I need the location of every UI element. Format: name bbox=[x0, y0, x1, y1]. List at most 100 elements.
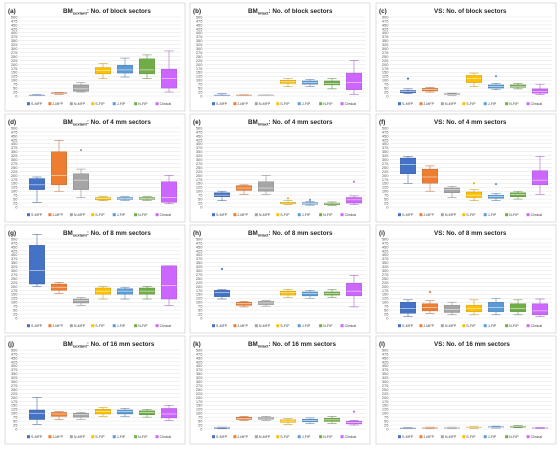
y-tick-label: 0 bbox=[386, 204, 389, 209]
box-n-mfp bbox=[73, 412, 89, 420]
legend-label: N-MFP bbox=[259, 324, 271, 328]
y-tick-label: 200 bbox=[196, 173, 203, 178]
box-iqr bbox=[422, 303, 438, 312]
legend-label: N-FIP bbox=[138, 435, 148, 439]
panel-label: (c) bbox=[379, 8, 387, 15]
y-tick-label: 325 bbox=[11, 153, 18, 158]
chart-panel-b: (b) BMintact: No. of block sectors 0255075… bbox=[189, 2, 371, 112]
y-tick-label: 125 bbox=[196, 407, 203, 412]
box-iqr bbox=[346, 197, 362, 204]
legend-swatch bbox=[440, 435, 444, 439]
y-tick-label: 450 bbox=[382, 22, 389, 27]
y-tick-label: 325 bbox=[196, 42, 203, 47]
y-tick-label: 275 bbox=[11, 383, 18, 388]
y-tick-label: 475 bbox=[382, 129, 389, 134]
legend-swatch bbox=[48, 324, 52, 328]
y-tick-label: 275 bbox=[11, 272, 18, 277]
legend-label: S-MFP bbox=[31, 324, 43, 328]
legend-label: J-MFP bbox=[52, 213, 63, 217]
legend-swatch bbox=[112, 102, 116, 106]
y-tick-label: 425 bbox=[196, 137, 203, 142]
legend-label: S-MFP bbox=[402, 102, 414, 106]
legend-label: N-MFP bbox=[445, 435, 457, 439]
box-iqr bbox=[161, 181, 177, 203]
panel-label: (b) bbox=[193, 8, 201, 15]
box-iqr bbox=[444, 305, 460, 313]
y-tick-label: 325 bbox=[196, 375, 203, 380]
legend-label: J-FIP bbox=[117, 435, 126, 439]
outlier-point bbox=[472, 182, 476, 185]
y-tick-label: 50 bbox=[384, 86, 389, 91]
legend-swatch bbox=[340, 213, 344, 217]
outlier-point bbox=[406, 77, 410, 80]
y-tick-label: 225 bbox=[196, 169, 203, 174]
y-tick-label: 250 bbox=[196, 54, 203, 59]
box-clinical bbox=[346, 180, 362, 205]
legend-label: J-MFP bbox=[52, 324, 63, 328]
y-tick-label: 0 bbox=[200, 204, 203, 209]
chart-panel-f: (f) VS: No. of 4 mm sectors02550751001251… bbox=[375, 113, 557, 223]
box-iqr bbox=[214, 290, 230, 297]
legend-swatch bbox=[526, 435, 530, 439]
legend-label: S-MFP bbox=[402, 435, 414, 439]
y-tick-label: 350 bbox=[196, 149, 203, 154]
y-tick-label: 325 bbox=[11, 375, 18, 380]
chart-panel-j: (j) BMsextant: No. of 16 mm sectors 025507… bbox=[4, 335, 186, 445]
y-tick-label: 475 bbox=[382, 240, 389, 245]
y-tick-label: 275 bbox=[196, 383, 203, 388]
box-s-fip bbox=[466, 72, 482, 87]
legend: S-MFP J-MFP N-MFP S-FIP J-FIP N-FIP Clinical bbox=[398, 213, 542, 217]
box-j-fip bbox=[117, 286, 133, 300]
title-text: BM bbox=[63, 8, 73, 15]
legend-label: S-FIP bbox=[95, 435, 105, 439]
box-n-fip bbox=[324, 201, 340, 206]
y-tick-label: 175 bbox=[11, 288, 18, 293]
y-tick-label: 300 bbox=[382, 157, 389, 162]
outlier-point bbox=[494, 183, 498, 186]
y-tick-label: 25 bbox=[384, 200, 389, 205]
legend-swatch bbox=[483, 324, 487, 328]
box-iqr bbox=[532, 303, 548, 316]
legend-swatch bbox=[462, 435, 466, 439]
box-j-fip bbox=[302, 198, 318, 206]
box-n-fip bbox=[139, 286, 155, 300]
legend-swatch bbox=[27, 324, 30, 328]
y-tick-label: 350 bbox=[196, 371, 203, 376]
y-tick-label: 375 bbox=[382, 256, 389, 261]
box-iqr bbox=[51, 412, 67, 417]
box-n-mfp bbox=[73, 297, 89, 306]
legend-swatch bbox=[233, 213, 237, 217]
legend-label: N-MFP bbox=[259, 213, 271, 217]
box-iqr bbox=[422, 168, 438, 184]
box-iqr bbox=[73, 173, 89, 190]
legend-swatch bbox=[505, 324, 509, 328]
y-tick-label: 175 bbox=[11, 399, 18, 404]
y-tick-label: 150 bbox=[382, 181, 389, 186]
box-j-fip bbox=[117, 57, 133, 78]
y-tick-label: 175 bbox=[196, 66, 203, 71]
legend-swatch bbox=[505, 435, 509, 439]
chart-panel-g: (g) BMsextant: No. of 8 mm sectors 0255075… bbox=[4, 224, 186, 334]
legend: S-MFP J-MFP N-MFP S-FIP J-FIP N-FIP Clinical bbox=[398, 435, 542, 439]
legend-swatch bbox=[48, 213, 52, 217]
y-tick-label: 275 bbox=[382, 272, 389, 277]
legend-label: Clinical bbox=[531, 435, 543, 439]
legend-label: S-MFP bbox=[216, 213, 228, 217]
y-tick-label: 150 bbox=[196, 292, 203, 297]
legend-label: J-FIP bbox=[488, 213, 497, 217]
y-tick-label: 350 bbox=[382, 149, 389, 154]
y-tick-label: 450 bbox=[382, 244, 389, 249]
y-tick-label: 50 bbox=[384, 197, 389, 202]
legend-swatch bbox=[419, 102, 423, 106]
y-tick-label: 425 bbox=[11, 248, 18, 253]
y-tick-label: 375 bbox=[11, 367, 18, 372]
legend-swatch bbox=[233, 324, 237, 328]
box-s-mfp bbox=[400, 427, 416, 429]
chart-title: (c) VS: No. of block sectors bbox=[379, 8, 507, 15]
y-tick-label: 500 bbox=[196, 347, 203, 352]
legend-swatch bbox=[212, 324, 215, 328]
legend: S-MFP J-MFP N-MFP S-FIP J-FIP N-FIP Clinical bbox=[27, 102, 171, 106]
panel-label: (e) bbox=[193, 119, 201, 126]
legend-label: N-FIP bbox=[323, 324, 333, 328]
box-iqr bbox=[346, 283, 362, 297]
